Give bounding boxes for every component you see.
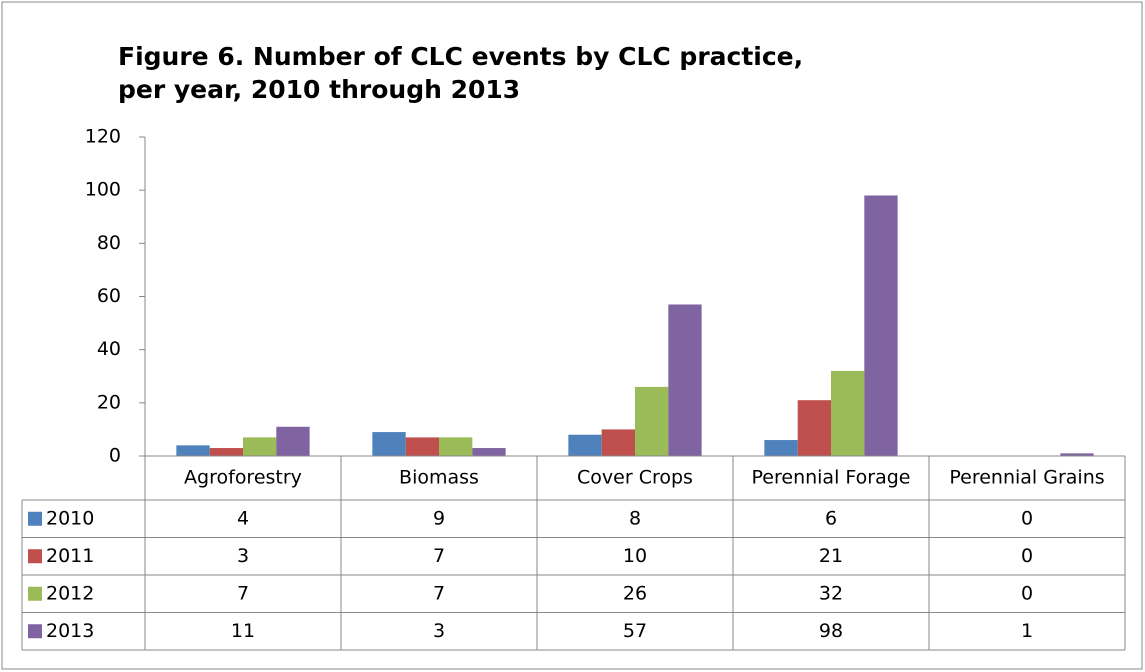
bar [797, 400, 831, 456]
table-value: 6 [825, 507, 837, 529]
table-value: 3 [237, 545, 249, 567]
bar [276, 426, 310, 456]
x-tick-label: Perennial Forage [752, 467, 911, 489]
table-value: 7 [433, 582, 445, 604]
y-tick-label: 80 [97, 232, 121, 254]
bar [1060, 453, 1094, 456]
legend-label: 2011 [46, 545, 94, 567]
y-tick-label: 40 [97, 338, 121, 360]
x-tick-label: Perennial Grains [949, 467, 1104, 489]
bar [209, 448, 243, 456]
table-value: 7 [237, 582, 249, 604]
table-value: 1 [1021, 620, 1033, 642]
table-value: 26 [623, 582, 647, 604]
table-value: 9 [433, 507, 445, 529]
bar [764, 440, 798, 456]
y-tick-label: 120 [85, 126, 121, 148]
legend-swatch [28, 511, 42, 526]
bar [243, 437, 277, 456]
chart-title: Figure 6. Number of CLC events by CLC pr… [118, 42, 804, 104]
y-tick-label: 100 [85, 179, 121, 201]
bar [176, 445, 210, 456]
bar [372, 432, 406, 456]
x-tick-label: Cover Crops [577, 467, 693, 489]
bar [831, 370, 865, 456]
legend-swatch [28, 624, 42, 639]
table-value: 4 [237, 507, 249, 529]
table-value: 7 [433, 545, 445, 567]
bar [568, 434, 602, 456]
table-value: 3 [433, 620, 445, 642]
legend-label: 2012 [46, 582, 94, 604]
y-tick-label: 0 [109, 445, 121, 467]
table-value: 0 [1021, 545, 1033, 567]
bar [439, 437, 473, 456]
x-tick-label: Biomass [399, 467, 479, 489]
table-value: 98 [819, 620, 843, 642]
table-value: 11 [231, 620, 255, 642]
bar [635, 386, 669, 456]
bar [405, 437, 439, 456]
table-value: 0 [1021, 507, 1033, 529]
table-value: 32 [819, 582, 843, 604]
table-value: 21 [819, 545, 843, 567]
y-tick-label: 20 [97, 391, 121, 413]
y-tick-label: 60 [97, 285, 121, 307]
legend-label: 2013 [46, 620, 94, 642]
legend-label: 2010 [46, 507, 94, 529]
bar [472, 448, 506, 456]
bar [864, 195, 898, 456]
legend-swatch [28, 586, 42, 601]
legend-swatch [28, 549, 42, 564]
table-value: 8 [629, 507, 641, 529]
x-tick-label: Agroforestry [184, 467, 302, 489]
table-value: 0 [1021, 582, 1033, 604]
table-value: 10 [623, 545, 647, 567]
bar [601, 429, 635, 456]
bar [668, 304, 702, 456]
table-value: 57 [623, 620, 647, 642]
